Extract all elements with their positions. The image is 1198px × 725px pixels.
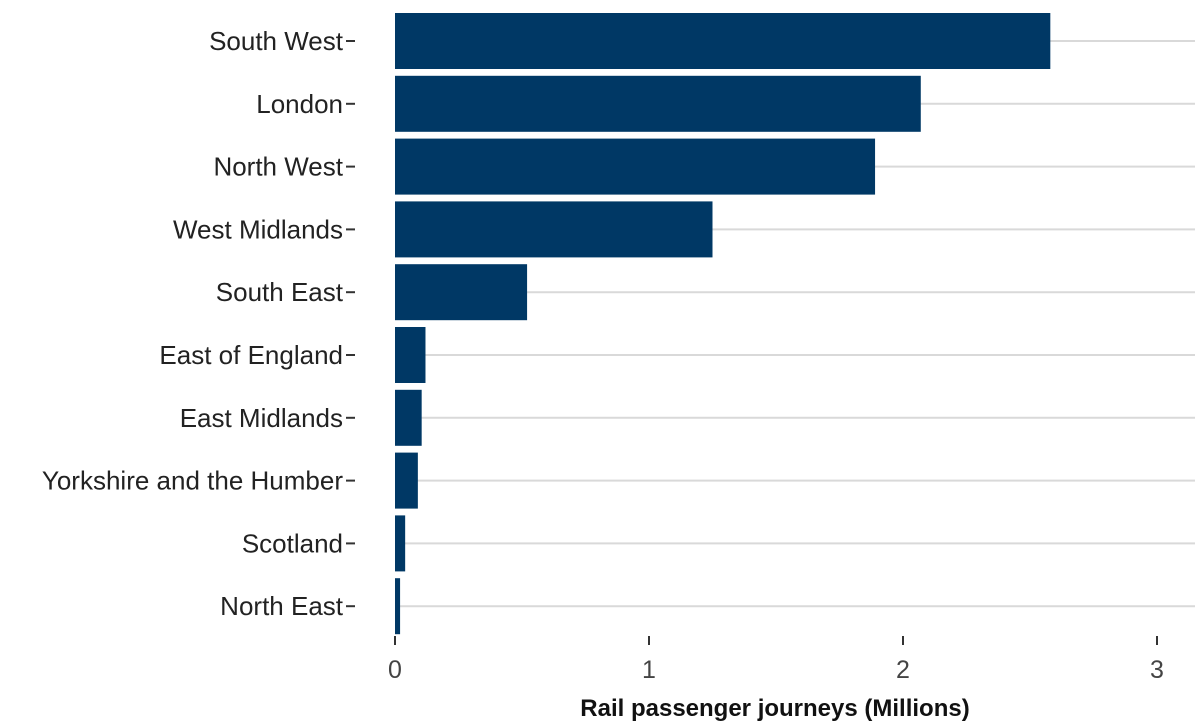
bar-east-of-england — [395, 327, 426, 383]
x-axis-ticks: 0 1 2 3 — [388, 636, 1164, 684]
x-tick-label: 3 — [1150, 656, 1164, 684]
bar-yorkshire-and-the-humber — [395, 452, 418, 509]
category-label: East Midlands — [180, 403, 343, 433]
bar-north-east — [395, 578, 401, 635]
x-tick-label: 1 — [642, 656, 656, 684]
category-label: Yorkshire and the Humber — [42, 466, 343, 496]
category-label: East of England — [159, 340, 343, 370]
category-label: North West — [213, 152, 343, 182]
x-tick-label: 0 — [388, 656, 402, 684]
category-label: West Midlands — [173, 214, 343, 244]
category-label: Scotland — [242, 528, 343, 558]
bars — [395, 13, 1051, 635]
x-axis-title: Rail passenger journeys (Millions) — [580, 695, 969, 722]
bar-scotland — [395, 515, 406, 572]
bar-london — [395, 75, 921, 132]
bar-east-midlands — [395, 389, 422, 446]
category-label: South West — [209, 26, 344, 56]
bar-north-west — [395, 138, 876, 195]
bar-south-east — [395, 264, 528, 321]
category-label: North East — [220, 591, 344, 621]
category-labels: South West London North West West Midlands S… — [42, 26, 355, 621]
bar-west-midlands — [395, 201, 713, 258]
bar-south-west — [395, 13, 1051, 69]
x-tick-label: 2 — [896, 656, 910, 684]
category-label: London — [256, 89, 343, 119]
category-label: South East — [216, 277, 344, 307]
